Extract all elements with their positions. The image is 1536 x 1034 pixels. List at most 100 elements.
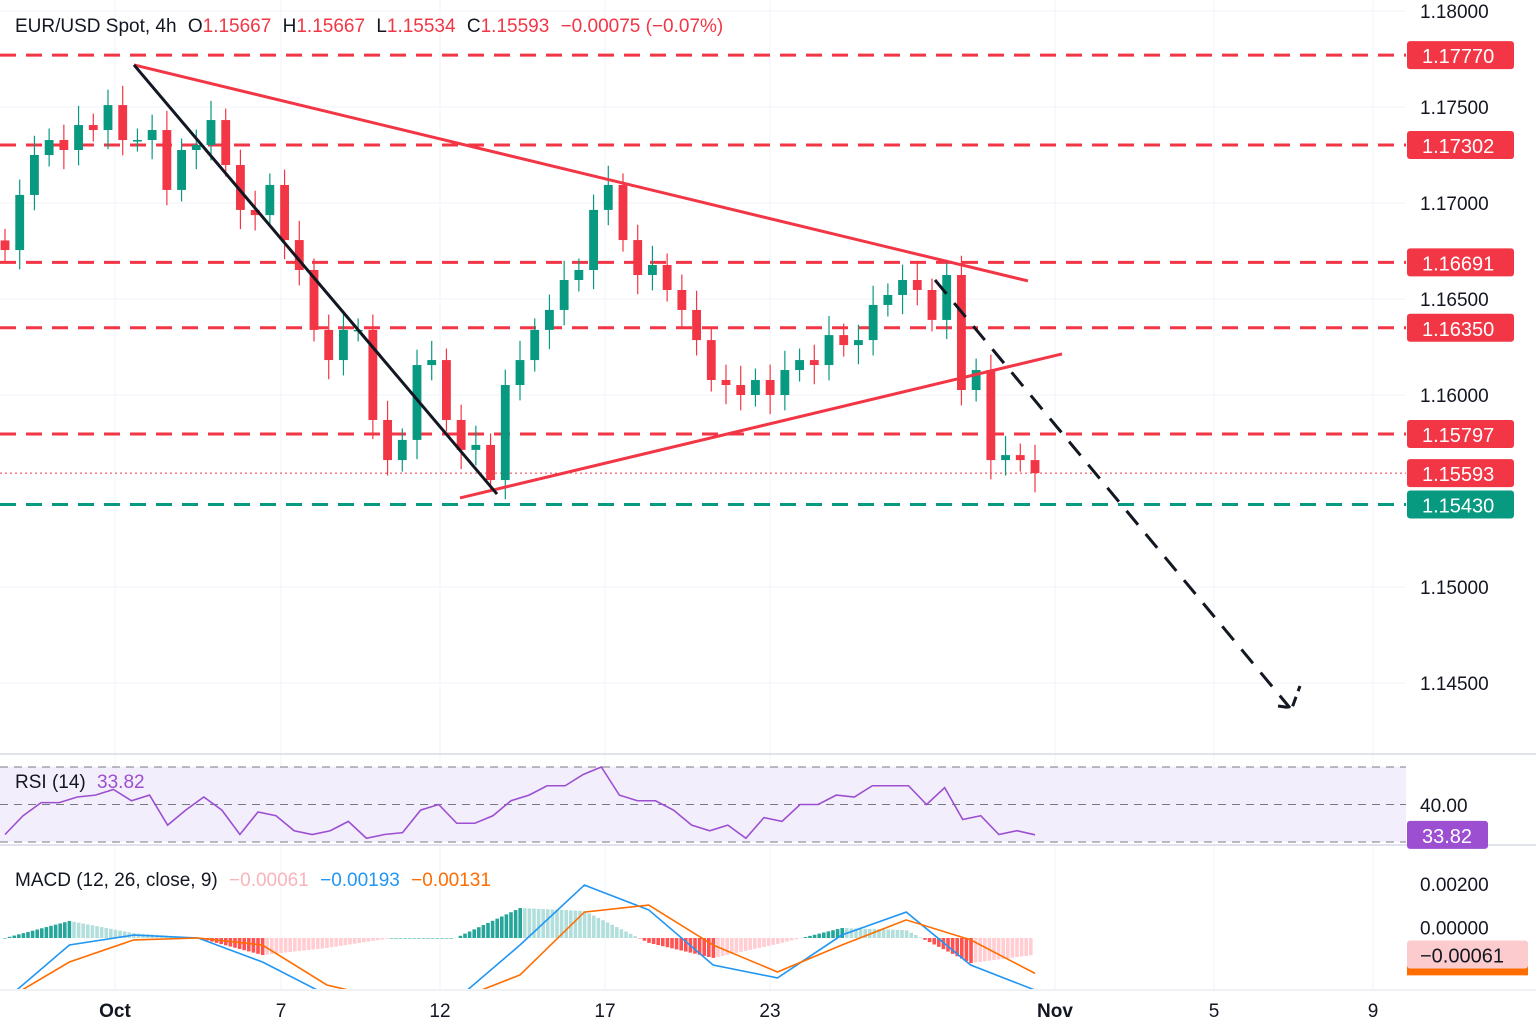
- macd-histogram-bar: [113, 929, 118, 938]
- macd-signal-line: [22, 904, 1036, 989]
- macd-histogram-bar: [458, 935, 463, 938]
- macd-histogram-bar: [72, 921, 76, 938]
- macd-histogram-bar: [863, 928, 867, 938]
- high-value: 1.15667: [296, 16, 366, 37]
- macd-histogram-bar: [403, 938, 407, 939]
- open-value: 1.15667: [202, 16, 272, 37]
- candle-bearish: [221, 120, 231, 165]
- level-price-label: 1.17302: [1422, 136, 1494, 158]
- macd-signal-value: −0.00131: [411, 870, 491, 891]
- macd-histogram-bar: [371, 938, 375, 941]
- macd-histogram-bar: [817, 933, 821, 938]
- time-axis-tick: Nov: [1037, 1001, 1073, 1022]
- rsi-title: RSI (14): [15, 772, 86, 793]
- candle-bearish: [677, 289, 687, 310]
- macd-histogram-bar: [251, 938, 256, 953]
- macd-histogram-bar: [339, 938, 343, 946]
- macd-histogram-bar: [293, 938, 297, 952]
- macd-histogram-bar: [587, 913, 591, 938]
- candle-bullish: [412, 365, 422, 440]
- macd-histogram-bar: [26, 931, 30, 938]
- macd-histogram-bar: [256, 938, 260, 954]
- macd-histogram-bar: [776, 938, 780, 944]
- macd-histogram-bar: [849, 928, 854, 938]
- macd-histogram-bar: [329, 938, 334, 948]
- candle-bearish: [1015, 455, 1025, 461]
- macd-histogram-bar: [582, 911, 587, 938]
- macd-histogram-bar: [661, 938, 665, 947]
- level-price-label: 1.17770: [1422, 46, 1494, 68]
- macd-histogram-bar: [366, 938, 371, 942]
- macd-histogram-bar: [785, 938, 789, 942]
- level-price-label-bg: [1407, 419, 1514, 448]
- candle-bullish: [500, 385, 510, 481]
- arrow-head-icon: [1277, 685, 1302, 710]
- candle-bullish: [30, 155, 39, 195]
- macd-histogram-bar: [325, 938, 329, 948]
- candle-bearish: [706, 340, 716, 381]
- macd-histogram-bar: [17, 934, 21, 938]
- macd-histogram-bar: [546, 909, 550, 938]
- macd-histogram-bar: [398, 938, 403, 939]
- candle-bullish: [824, 335, 834, 366]
- macd-histogram-bar: [835, 929, 840, 938]
- macd-histogram-bar: [1029, 938, 1033, 956]
- macd-histogram-bar: [421, 938, 426, 939]
- open-group: O1.15667: [188, 16, 271, 37]
- candle-bullish: [648, 265, 657, 275]
- macd-histogram-bar: [486, 922, 490, 938]
- macd-histogram-bar: [904, 930, 909, 938]
- macd-histogram-bar: [477, 927, 481, 938]
- candle-bearish: [236, 164, 245, 210]
- candle-bullish: [147, 130, 157, 141]
- macd-histogram-bar: [1001, 938, 1005, 959]
- macd-histogram-bar: [900, 930, 904, 938]
- macd-histogram-bar: [569, 910, 573, 938]
- rsi-axis-tick: 40.00: [1420, 796, 1468, 817]
- macd-histogram-bar: [656, 938, 660, 946]
- macd-histogram-bar: [385, 938, 389, 939]
- macd-histogram-bar: [536, 908, 541, 938]
- change-value: −0.00075 (−0.07%): [560, 16, 724, 37]
- macd-histogram-bar: [86, 924, 90, 938]
- candle-bullish: [883, 294, 893, 305]
- macd-histogram-bar: [651, 938, 656, 944]
- macd-histogram-bar: [444, 938, 449, 939]
- candle-bullish: [397, 439, 407, 461]
- macd-histogram-bar: [969, 938, 973, 964]
- candle-bearish: [324, 329, 334, 361]
- macd-axis-tick: 0.00200: [1420, 875, 1489, 896]
- macd-histogram-bar: [334, 938, 338, 947]
- macd-histogram-bar: [311, 938, 315, 950]
- candle-bearish: [986, 370, 996, 461]
- macd-histogram-bar: [950, 938, 955, 954]
- time-axis-tick: 17: [594, 1001, 615, 1022]
- time-axis-tick: Oct: [99, 1001, 131, 1022]
- macd-histogram-bar: [670, 938, 674, 949]
- macd-histogram-bar: [21, 933, 26, 938]
- macd-histogram-bar: [237, 938, 242, 949]
- macd-histogram-bar: [955, 938, 959, 957]
- macd-histogram-bar: [500, 916, 504, 938]
- trendline-october-downtrend: [132, 63, 499, 496]
- macd-histogram-bar: [757, 938, 762, 948]
- macd-histogram-bar: [615, 927, 619, 938]
- macd-histogram-bar: [270, 938, 274, 954]
- macd-histogram-bar: [49, 925, 53, 938]
- macd-histogram-bar: [693, 938, 697, 954]
- candle-bullish: [868, 304, 878, 341]
- price-axis-tick: 1.17000: [1420, 194, 1489, 215]
- macd-histogram-bar: [978, 938, 982, 962]
- candle-bearish: [442, 360, 451, 420]
- macd-histogram-bar: [605, 922, 610, 938]
- candle-bullish: [589, 209, 598, 271]
- macd-histogram-bar: [118, 930, 122, 938]
- candle-bullish: [427, 360, 437, 366]
- candle-bearish: [839, 335, 849, 346]
- candle-bullish: [854, 340, 863, 346]
- close-value: 1.15593: [480, 16, 550, 37]
- time-axis-tick: 12: [429, 1001, 450, 1022]
- low-label: L: [376, 16, 387, 37]
- macd-histogram-bar: [960, 938, 964, 959]
